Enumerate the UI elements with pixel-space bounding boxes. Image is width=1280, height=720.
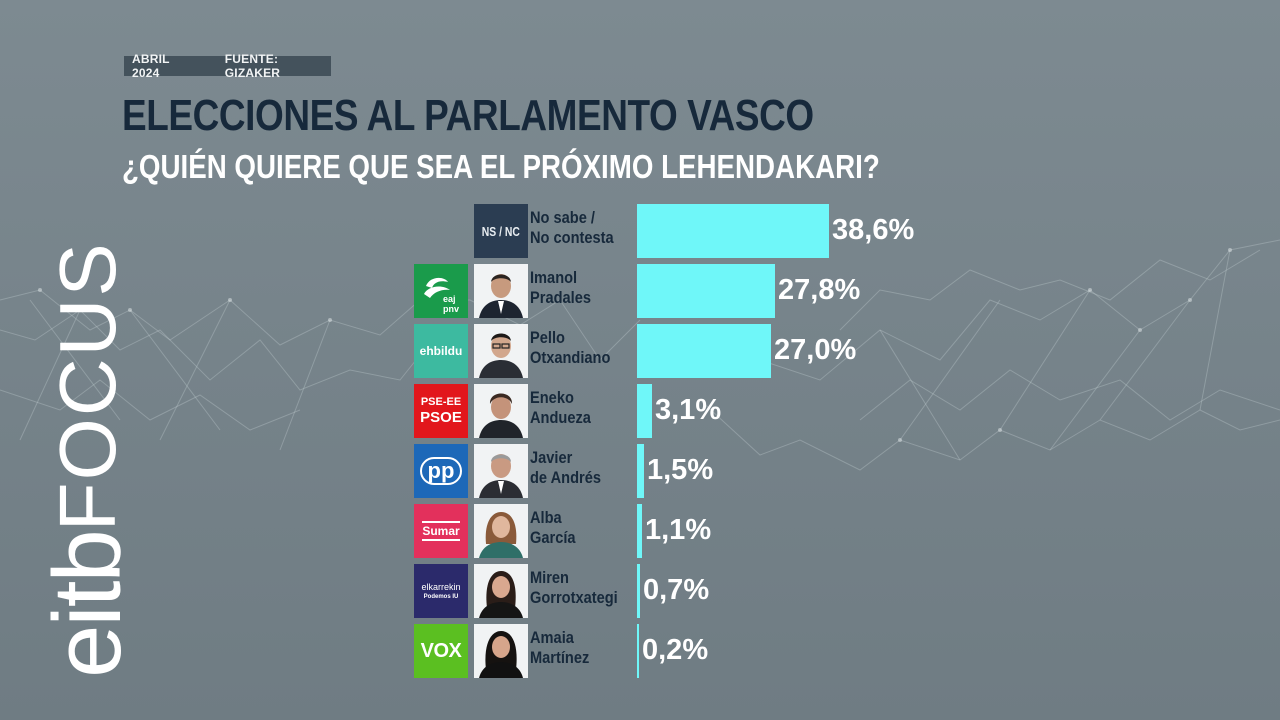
pp-logo-text: pp — [419, 457, 463, 485]
candidate-photo — [474, 264, 528, 318]
data-label: 27,0% — [774, 334, 857, 366]
data-label: 0,7% — [643, 574, 710, 606]
chart-row-de-andres: pp Javier de Andrés 1,5% — [414, 444, 1114, 498]
brand-eitb: eitb — [34, 531, 141, 678]
source-bar: ABRIL 2024 FUENTE: GIZAKER — [124, 52, 331, 80]
data-label: 0,2% — [642, 634, 709, 666]
candidate-name: Imanol Pradales — [530, 268, 591, 307]
source-label: FUENTE: GIZAKER — [224, 52, 281, 80]
chart-row-andueza: PSE-EE PSOE Eneko Andueza 3,1% — [414, 384, 1114, 438]
bar — [637, 204, 829, 258]
chart-row-gorrotxategi: elkarrekin Podemos IU Miren Gorrotxategi… — [414, 564, 1114, 618]
chart-row-martinez: VOX Amaia Martínez 0,2% — [414, 624, 1114, 678]
brand-focus: FOCUS — [43, 241, 132, 532]
bar — [637, 444, 644, 498]
chart-row-pradales: eaj pnv Imanol Pradales 27,8% — [414, 264, 1114, 318]
chart-row-garcia: Sumar Alba García 1,1% — [414, 504, 1114, 558]
elkarrekin-podemos-logo: elkarrekin Podemos IU — [414, 564, 468, 618]
vox-logo: VOX — [414, 624, 468, 678]
candidate-name: Amaia Martínez — [530, 628, 590, 667]
candidate-name: Alba García — [530, 508, 576, 547]
candidate-photo — [474, 624, 528, 678]
page-subtitle: ¿QUIÉN QUIERE QUE SEA EL PRÓXIMO LEHENDA… — [122, 148, 880, 185]
date-label: ABRIL 2024 — [132, 52, 170, 80]
candidate-photo — [474, 444, 528, 498]
pp-logo: pp — [414, 444, 468, 498]
data-label: 38,6% — [832, 214, 915, 246]
ns-nc-box: NS / NC — [474, 204, 528, 258]
bar — [637, 564, 640, 618]
sumar-logo-text: Sumar — [422, 521, 460, 541]
psoe-logo-line2: PSOE — [420, 409, 462, 426]
pnv-logo-text: eaj pnv — [443, 294, 460, 314]
pse-ee-psoe-logo: PSE-EE PSOE — [414, 384, 468, 438]
data-label: 3,1% — [655, 394, 722, 426]
eitb-focus-logo: eitb FOCUS — [33, 198, 143, 678]
candidate-name: Miren Gorrotxategi — [530, 568, 618, 607]
elkarrekin-logo-line1: elkarrekin — [421, 581, 461, 592]
chart-row-otxandiano: ehbildu Pello Otxandiano 27,0% — [414, 324, 1114, 378]
candidate-name: Javier de Andrés — [530, 448, 601, 487]
psoe-logo-line1: PSE-EE — [420, 396, 462, 408]
candidate-name: Pello Otxandiano — [530, 328, 611, 367]
bar — [637, 624, 639, 678]
ehbildu-logo: ehbildu — [414, 324, 468, 378]
data-label: 1,5% — [647, 454, 714, 486]
eaj-pnv-logo: eaj pnv — [414, 264, 468, 318]
bar — [637, 504, 642, 558]
candidate-photo — [474, 504, 528, 558]
candidate-photo — [474, 384, 528, 438]
bar — [637, 264, 775, 318]
elkarrekin-logo-line2: Podemos IU — [423, 593, 459, 600]
candidate-name: No sabe / No contesta — [530, 208, 614, 247]
bar — [637, 384, 652, 438]
data-label: 1,1% — [645, 514, 712, 546]
chart-row-ns-nc: NS / NC No sabe / No contesta 38,6% — [414, 204, 1114, 258]
bar — [637, 324, 771, 378]
sumar-logo: Sumar — [414, 504, 468, 558]
candidate-name: Eneko Andueza — [530, 388, 591, 427]
candidate-photo — [474, 564, 528, 618]
data-label: 27,8% — [778, 274, 861, 306]
candidate-photo — [474, 324, 528, 378]
page-title: ELECCIONES AL PARLAMENTO VASCO — [122, 91, 814, 140]
